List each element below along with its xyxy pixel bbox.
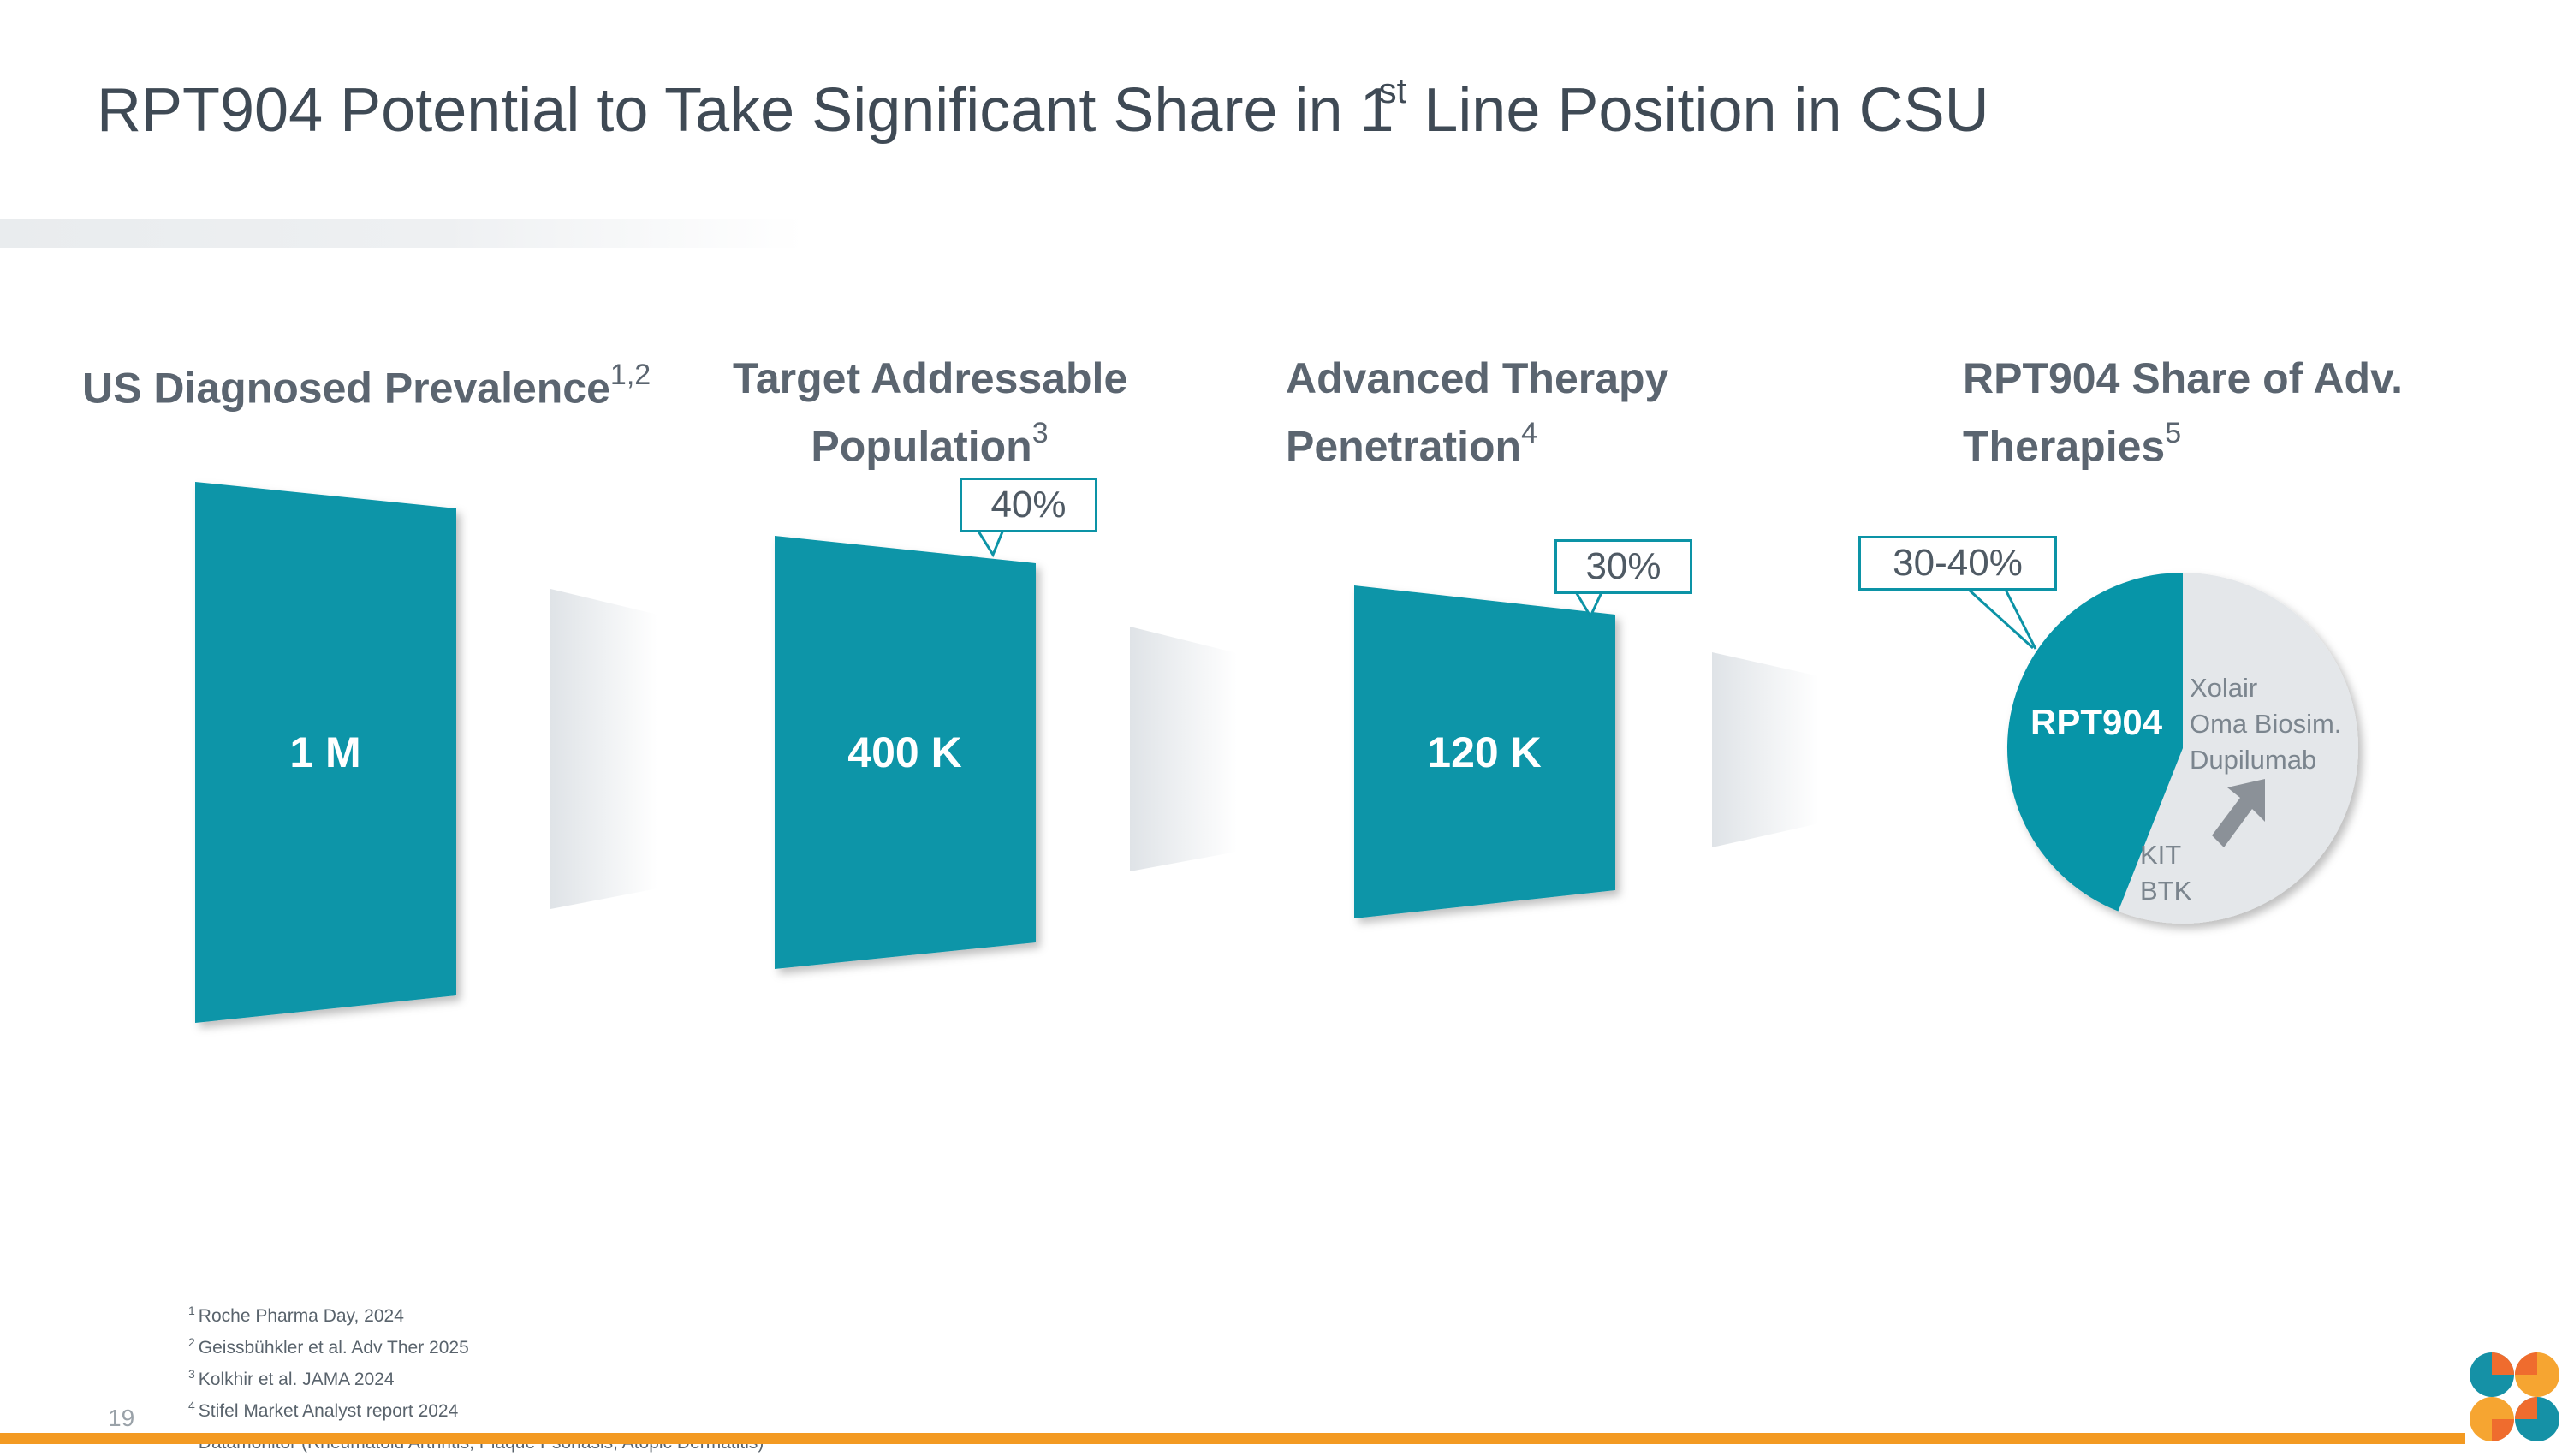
heading-text: Target Addressable (733, 354, 1128, 402)
heading-line2: Population3 (733, 407, 1126, 476)
footnote-1: 1 Roche Pharma Day, 2024 (188, 1298, 764, 1329)
heading-us-prevalence: US Diagnosed Prevalence1,2 (82, 349, 651, 418)
block-advanced-therapy (1354, 585, 1615, 918)
heading-line2: Therapies5 (1963, 407, 2403, 476)
pie-rpt904-label: RPT904 (2030, 702, 2163, 742)
pie-item-oma-biosim: Oma Biosim. (2190, 709, 2342, 739)
callout-pointer-30-40 (1967, 588, 2035, 650)
footnote-text: Kolkhir et al. JAMA 2024 (198, 1370, 395, 1389)
footnote-sup: 2 (188, 1335, 195, 1349)
footnote-sup: 4 (188, 1399, 195, 1412)
heading-text: Penetration (1286, 422, 1522, 471)
heading-text: RPT904 Share of Adv. (1963, 354, 2404, 402)
page-title: RPT904 Potential to Take Significant Sha… (97, 70, 1989, 146)
title-main-text: RPT904 Potential to Take Significant Sha… (97, 76, 1394, 145)
footnote-sup: 1 (188, 1304, 195, 1317)
callout-pointer-40 (975, 528, 1006, 558)
callout-40-percent: 40% (960, 478, 1097, 532)
company-logo-icon (2470, 1352, 2559, 1441)
page-number: 19 (108, 1405, 135, 1431)
heading-sup: 4 (1521, 417, 1537, 449)
callout-30-40-percent: 30-40% (1858, 536, 2057, 591)
callout-pointer-30-40-b (2004, 589, 2037, 650)
title-tail-text: Line Position in CSU (1406, 76, 1989, 145)
heading-text: Advanced Therapy (1286, 354, 1669, 402)
footnote-text: Stifel Market Analyst report 2024 (198, 1401, 459, 1421)
connector-1 (550, 589, 657, 909)
value-us-prevalence: 1 M (289, 728, 361, 776)
pie-rpt904-slice (2006, 573, 2183, 912)
heading-target-population: Target Addressable Population3 (733, 349, 1128, 476)
footnote-3: 3 Kolkhir et al. JAMA 2024 (188, 1361, 764, 1393)
connector-2 (1130, 627, 1237, 871)
heading-rpt904-share: RPT904 Share of Adv. Therapies5 (1963, 349, 2403, 476)
heading-sup: 5 (2165, 417, 2182, 449)
arrow-down-left-icon (2212, 779, 2265, 847)
footnote-text: Geissbühkler et al. Adv Ther 2025 (198, 1338, 469, 1358)
footnote-text: Roche Pharma Day, 2024 (198, 1306, 404, 1326)
footnote-4: 4 Stifel Market Analyst report 2024 (188, 1393, 764, 1424)
callout-30-percent: 30% (1554, 539, 1692, 594)
heading-sup: 3 (1031, 417, 1049, 449)
pie-others-list: Xolair Oma Biosim. Dupilumab (2190, 670, 2341, 778)
heading-advanced-therapy: Advanced Therapy Penetration4 (1286, 349, 1668, 476)
heading-text: Population (811, 422, 1032, 471)
title-divider (0, 219, 805, 248)
rpt904-share-pie (2006, 573, 2358, 924)
footnote-2: 2 Geissbühkler et al. Adv Ther 2025 (188, 1329, 764, 1361)
value-target-population: 400 K (847, 728, 962, 776)
block-target-population (775, 536, 1036, 969)
block-us-prevalence (195, 482, 456, 1023)
pie-future-list: KIT BTK (2140, 837, 2191, 909)
bottom-accent-bar (0, 1433, 2465, 1444)
value-advanced-therapy: 120 K (1427, 728, 1542, 776)
heading-line2: Penetration4 (1286, 407, 1668, 476)
footnote-sup: 3 (188, 1367, 195, 1381)
heading-sup: 1,2 (609, 359, 651, 391)
pie-item-btk: BTK (2140, 876, 2192, 906)
heading-text: Therapies (1963, 422, 2166, 471)
heading-text: US Diagnosed Prevalence (82, 364, 610, 413)
pie-item-kit: KIT (2140, 840, 2182, 870)
connector-3 (1712, 652, 1819, 847)
title-superscript: st (1378, 70, 1407, 110)
pie-item-dupilumab: Dupilumab (2190, 745, 2317, 775)
pie-item-xolair: Xolair (2190, 673, 2258, 703)
